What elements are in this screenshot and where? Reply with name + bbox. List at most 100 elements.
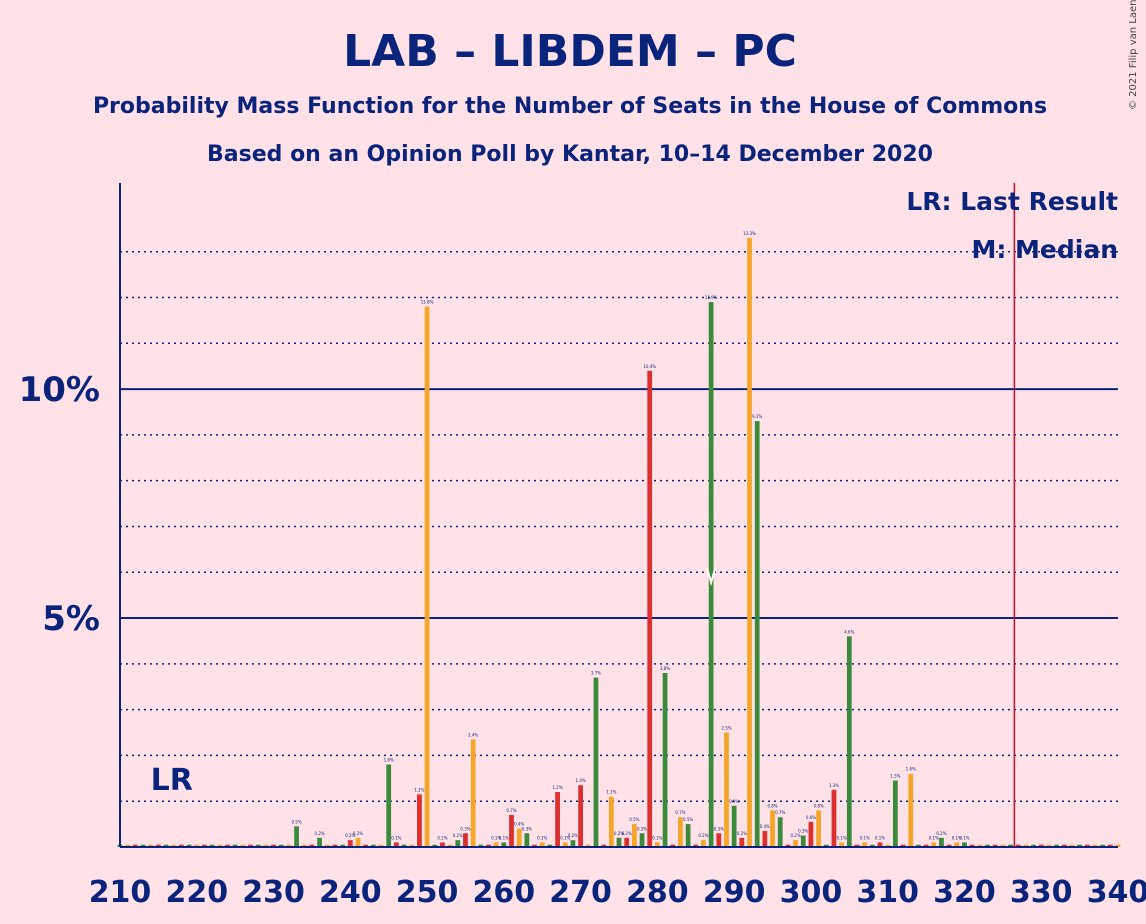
seat-bar: [432, 844, 438, 847]
seat-bar: [248, 844, 253, 847]
bar-value-label: 11.8%: [421, 300, 434, 305]
seat-bar: [332, 844, 338, 847]
x-tick-label: 220: [165, 875, 228, 910]
last-result-marker: LR: [151, 763, 193, 798]
bar-value-label: 1.2%: [552, 785, 562, 790]
seat-bar: [440, 842, 445, 847]
bar-value-label: 1.6%: [906, 767, 916, 772]
seat-bar: [493, 842, 499, 847]
markers: LR: [151, 183, 1016, 847]
grid-lines: [120, 250, 1118, 802]
bar-value-label: 0.1%: [437, 835, 447, 840]
tick-labels: 5% 10% 210 220 230 240 250 260 270 280 290 300 310 32…: [19, 370, 1146, 910]
seat-bar: [631, 824, 637, 847]
seat-bar: [708, 302, 714, 847]
seat-bar: [171, 844, 177, 847]
bar-value-label: 1.1%: [606, 790, 616, 795]
seat-bar: [754, 421, 760, 847]
seat-bar: [294, 826, 299, 847]
seat-bar: [463, 833, 468, 847]
axes: [119, 183, 1118, 848]
bar-value-label: 9.3%: [752, 414, 762, 419]
seat-bar: [923, 844, 929, 847]
seat-bar: [639, 833, 645, 847]
seat-bar: [271, 844, 276, 847]
bar-value-label: 1.3%: [829, 783, 839, 788]
bar-value-label: 3.7%: [591, 671, 601, 676]
seat-bar: [962, 842, 967, 847]
seat-bar: [501, 842, 507, 847]
seat-bar: [585, 844, 591, 847]
seat-bar: [309, 844, 315, 847]
seat-bar: [770, 810, 775, 847]
bar-value-label: 1.8%: [384, 758, 394, 763]
legend-last-result: LR: Last Result: [906, 187, 1118, 216]
bar-value-label: 0.1%: [860, 835, 870, 840]
seat-bar: [785, 844, 791, 847]
seat-bar: [854, 844, 860, 847]
seat-bar: [601, 844, 607, 847]
seat-bar: [163, 844, 169, 847]
bar-value-label: 1.2%: [414, 787, 424, 792]
seat-bar: [616, 837, 622, 847]
seat-bar: [1038, 844, 1044, 847]
bar-value-label: 0.1%: [837, 835, 847, 840]
x-tick-label: 300: [780, 875, 843, 910]
bar-value-label: 10.4%: [643, 364, 656, 369]
seat-bar: [424, 306, 430, 848]
x-tick-label: 320: [933, 875, 996, 910]
seat-bar: [1084, 844, 1090, 847]
seat-bar: [892, 780, 898, 847]
bar-value-label: 1.5%: [890, 774, 900, 779]
seat-bar: [662, 672, 668, 847]
seat-bar: [977, 844, 983, 847]
chart-subtitle: Probability Mass Function for the Number…: [93, 94, 1047, 119]
seat-bar: [378, 844, 384, 847]
seat-bar: [670, 844, 676, 847]
seat-bar: [470, 739, 476, 847]
seat-bar: [317, 837, 322, 847]
legend-median: M: Median: [971, 235, 1118, 264]
bar-value-label: 2.4%: [468, 732, 478, 737]
bar-value-label: 0.5%: [291, 819, 301, 824]
seat-bar: [678, 817, 683, 847]
seat-bar: [969, 844, 975, 847]
x-tick-label: 330: [1010, 875, 1073, 910]
bar-value-label: 3.8%: [660, 666, 670, 671]
bar-value-label: 0.2%: [568, 833, 578, 838]
seat-bar: [509, 814, 514, 847]
seat-bar: [823, 844, 829, 847]
seat-bar: [125, 844, 131, 847]
seat-bar: [931, 842, 937, 847]
seat-bar: [301, 844, 307, 847]
seat-bar: [447, 844, 453, 847]
seat-bar: [655, 842, 660, 847]
x-tick-label: 260: [473, 875, 536, 910]
bar-value-label: 0.2%: [453, 833, 463, 838]
seat-bar: [816, 810, 821, 847]
x-tick-label: 250: [396, 875, 459, 910]
seat-bar: [578, 785, 583, 847]
seat-bar: [516, 828, 522, 847]
seat-bar: [417, 794, 422, 847]
copyright-credit: © 2021 Filip van Laenen: [1128, 0, 1139, 110]
seat-bar: [808, 821, 814, 847]
seat-bar: [777, 817, 783, 847]
seat-bar: [286, 844, 292, 847]
bar-value-label: 0.2%: [622, 831, 632, 836]
seat-bar: [593, 677, 599, 847]
seat-bar: [1031, 844, 1036, 847]
seat-bar: [486, 844, 491, 847]
seat-bar: [939, 837, 944, 847]
seat-bar: [347, 840, 353, 847]
bar-value-label: 0.7%: [775, 810, 785, 815]
seat-bar: [555, 792, 560, 847]
x-tick-label: 280: [626, 875, 689, 910]
seat-bar: [401, 844, 407, 847]
seat-bar: [194, 844, 200, 847]
bar-value-label: 0.8%: [767, 803, 777, 808]
seat-bar: [409, 844, 415, 847]
seat-bar: [831, 789, 837, 847]
median-marker: [706, 568, 717, 587]
seat-bar: [862, 842, 868, 847]
